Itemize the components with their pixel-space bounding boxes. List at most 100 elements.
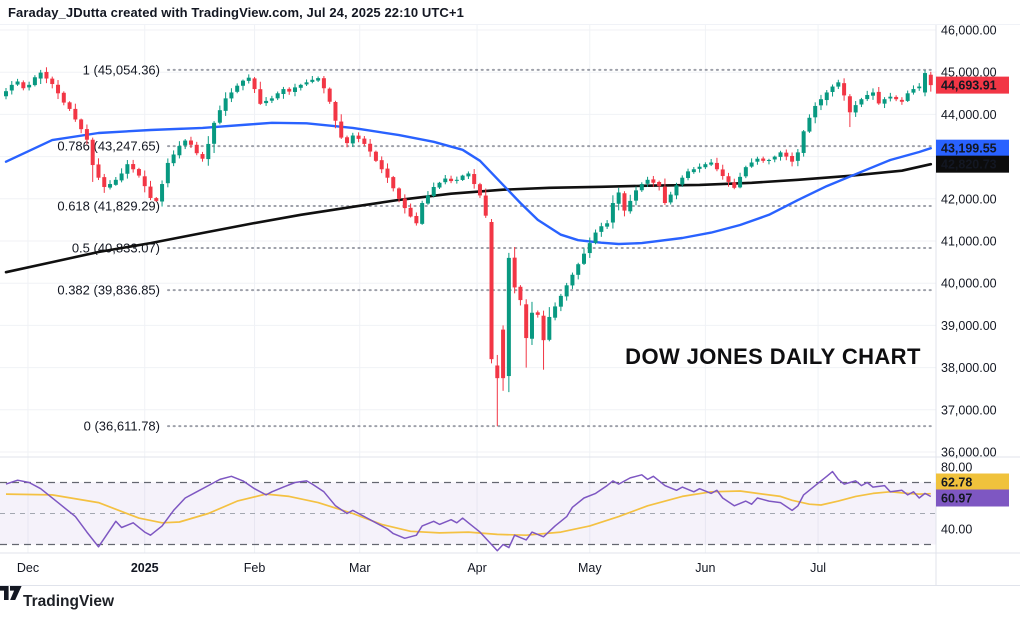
candle [824, 90, 829, 106]
candle [847, 94, 852, 128]
candle [587, 237, 592, 258]
price-axis-label: 36,000.00 [941, 446, 997, 460]
candle [356, 132, 361, 143]
candle [732, 178, 737, 190]
candle [275, 91, 280, 101]
candle [813, 102, 818, 124]
candle [894, 95, 899, 102]
candle [345, 135, 350, 148]
candle [501, 325, 506, 391]
candle [628, 194, 633, 214]
candle [246, 74, 251, 84]
candle [148, 180, 153, 201]
time-axis-label: Mar [349, 561, 371, 575]
candle [73, 103, 78, 122]
price-axis-label: 40,000.00 [941, 277, 997, 291]
time-axis[interactable]: Dec 2025 Feb Mar Apr May Jun Jul [17, 561, 826, 575]
fib-levels-layer: 1 (45,054.36) 0.786 (43,247.65) 0.618 (41,… [57, 62, 935, 434]
candle [865, 90, 870, 102]
fib-level-label: 0.382 (39,836.85) [57, 283, 160, 298]
candle [21, 80, 26, 91]
candle [240, 79, 245, 91]
time-axis-label: Apr [467, 561, 486, 575]
price-axis[interactable]: 46,000.00 45,000.00 44,000.00 42,000.00 41,0… [936, 24, 1009, 537]
candle [194, 141, 199, 156]
candle [252, 77, 257, 94]
candle [714, 157, 719, 172]
candle [368, 139, 373, 157]
price-axis-label: 44,000.00 [941, 108, 997, 122]
fib-level-label: 0 (36,611.78) [84, 419, 160, 434]
svg-text:60.97: 60.97 [941, 492, 972, 506]
candle [212, 121, 217, 154]
candle [269, 95, 274, 104]
price-axis-label: 45,000.00 [941, 66, 997, 80]
candle [402, 194, 407, 214]
candle [32, 75, 37, 87]
candle [535, 310, 540, 318]
tradingview-logo-text[interactable]: TradingView [23, 593, 115, 610]
fib-level-label: 1 (45,054.36) [83, 62, 160, 77]
candle [772, 155, 777, 163]
candle [639, 182, 644, 192]
candle [778, 150, 783, 161]
main-pane[interactable] [4, 67, 933, 427]
candlestick-series [4, 67, 933, 427]
watermark-title: DOW JONES DAILY CHART [625, 344, 921, 369]
candle [235, 83, 240, 94]
candle [15, 78, 20, 86]
price-axis-label: 39,000.00 [941, 319, 997, 333]
ma200-price-badge: 42,820.73 [936, 155, 1009, 173]
candle [795, 149, 800, 167]
candle [720, 164, 725, 180]
candle [449, 175, 454, 184]
candle [165, 158, 170, 188]
time-axis-label: Jun [695, 561, 715, 575]
candle [518, 285, 523, 306]
candle [697, 163, 702, 173]
candle [616, 187, 621, 211]
candle [553, 302, 558, 321]
candle [454, 176, 459, 184]
candle [541, 310, 546, 370]
candle [339, 114, 344, 139]
candle [84, 124, 89, 145]
candle [547, 307, 552, 342]
candle [385, 163, 390, 183]
candle [576, 262, 581, 280]
candle [570, 272, 575, 289]
candle [154, 197, 159, 202]
chart-attribution: Faraday_JDutta created with TradingView.… [0, 0, 1020, 25]
rsi-pane[interactable] [0, 470, 936, 552]
candle [298, 83, 303, 91]
candle [125, 160, 130, 179]
candle [177, 141, 182, 159]
candle [876, 87, 881, 105]
candle [316, 76, 321, 83]
candle [327, 87, 332, 104]
ma50-price-badge: 43,199.55 [936, 139, 1009, 157]
candle [131, 159, 136, 173]
candle [680, 175, 685, 187]
svg-text:43,199.55: 43,199.55 [941, 142, 997, 156]
time-axis-label: Dec [17, 561, 39, 575]
attribution-text: Faraday_JDutta created with TradingView.… [8, 5, 464, 20]
candle [420, 200, 425, 225]
candle [801, 130, 806, 157]
candle [258, 81, 263, 105]
candle [27, 81, 32, 91]
candle [79, 118, 84, 134]
candle [905, 90, 910, 102]
rsi-line [5, 470, 932, 552]
candle [206, 136, 211, 166]
candle [264, 97, 269, 106]
candle [56, 80, 61, 100]
candle [923, 70, 928, 97]
candle [102, 173, 107, 193]
candle [333, 100, 338, 129]
candle [188, 136, 193, 149]
candle [836, 79, 841, 90]
candle [610, 195, 615, 229]
